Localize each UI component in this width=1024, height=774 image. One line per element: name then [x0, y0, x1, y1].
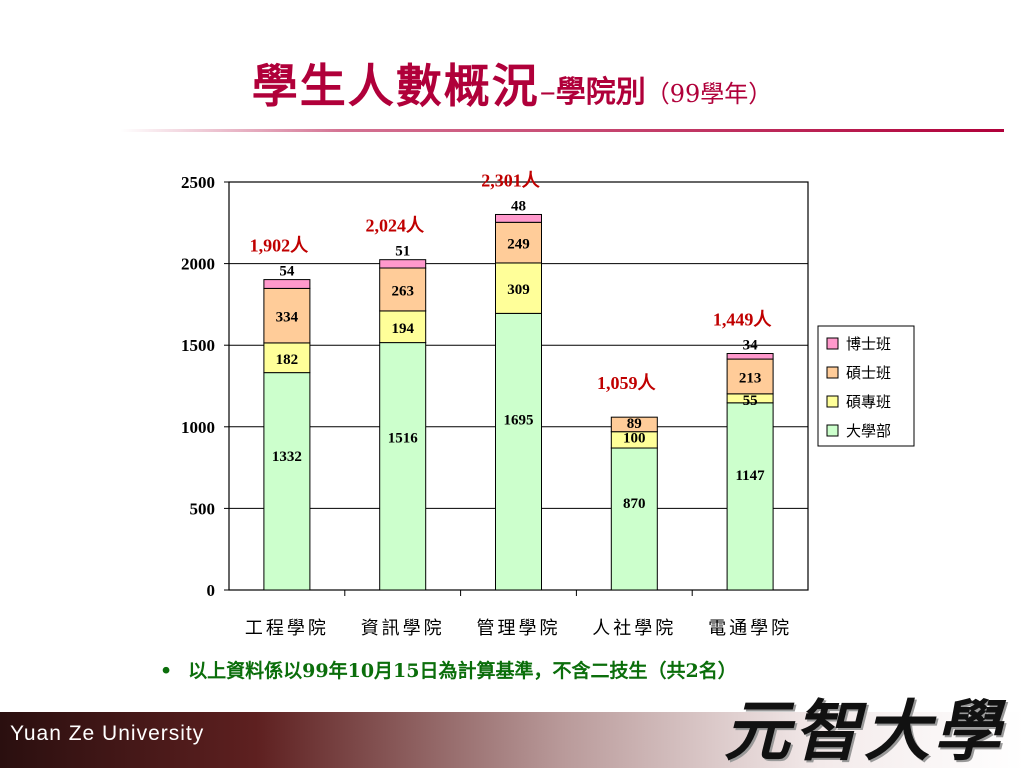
data-label: 249 — [507, 237, 530, 253]
data-label: 34 — [743, 338, 759, 354]
title-divider — [120, 129, 1004, 132]
data-label: 194 — [391, 321, 414, 337]
y-tick-label: 0 — [207, 581, 216, 600]
page-title: 學生人數概況–學院別（99學年） — [0, 50, 1024, 116]
title-dash: – — [539, 72, 556, 110]
stacked-bar-chart: 0 500 1000 1500 2000 2500 1332 182 334 54 1,902人工程… — [181, 170, 915, 638]
bar-segment — [726, 358, 774, 395]
total-label: 1,059人 — [597, 373, 657, 393]
legend-swatch — [826, 395, 839, 408]
university-name: Yuan Ze University — [10, 722, 205, 745]
data-label: 100 — [623, 431, 646, 447]
data-label: 55 — [743, 393, 758, 409]
data-label: 1516 — [388, 431, 419, 447]
bar-segment — [726, 402, 774, 591]
footnote: • 以上資料係以99年10月15日為計算基準，不含二技生（共2名） — [160, 656, 737, 683]
data-label: 263 — [391, 283, 414, 299]
legend-label: 碩專班 — [846, 394, 891, 411]
legend-label: 博士班 — [846, 336, 891, 353]
x-tick-label: 工程學院 — [245, 618, 329, 638]
data-label: 89 — [627, 416, 642, 432]
legend-swatch — [826, 337, 839, 350]
bar-segment — [379, 342, 427, 591]
y-tick-label: 2000 — [181, 255, 215, 274]
bar-segment — [263, 342, 311, 374]
legend-label: 大學部 — [846, 422, 891, 440]
university-logo: 元智大學 — [724, 692, 1004, 770]
data-label: 334 — [276, 310, 299, 326]
bar-segment — [726, 353, 774, 360]
bar-segment — [379, 259, 427, 269]
bullet-icon: • — [160, 660, 173, 682]
y-tick-label: 2500 — [181, 173, 215, 192]
bar-segment — [610, 416, 658, 433]
data-label: 182 — [276, 352, 299, 368]
legend-swatch — [826, 424, 839, 437]
data-label: 213 — [739, 370, 762, 386]
data-label: 870 — [623, 496, 646, 512]
bar-segment — [263, 287, 311, 344]
data-label: 1695 — [504, 412, 534, 428]
total-label: 2,024人 — [365, 216, 425, 236]
x-tick-label: 管理學院 — [477, 618, 561, 638]
y-tick-label: 1000 — [181, 418, 215, 437]
bar-segment — [263, 279, 311, 289]
title-sub: 學院別 — [555, 75, 646, 110]
title-main: 學生人數概況 — [251, 59, 540, 113]
y-tick-label: 1500 — [181, 336, 215, 355]
x-tick-label: 資訊學院 — [361, 618, 445, 638]
footnote-text: 以上資料係以99年10月15日為計算基準，不含二技生（共2名） — [188, 660, 737, 682]
total-label: 1,902人 — [250, 236, 310, 256]
footer-banner: Yuan Ze University 元智大學 — [0, 692, 1024, 770]
bar-segment — [495, 221, 542, 264]
total-label: 2,301人 — [481, 170, 541, 190]
bar-segment — [263, 372, 311, 591]
data-label: 54 — [279, 264, 295, 280]
bar-segment — [379, 310, 427, 344]
x-tick-label: 人社學院 — [592, 618, 676, 638]
data-label: 48 — [511, 198, 526, 214]
bar-segment — [495, 312, 542, 591]
legend-label: 碩士班 — [846, 365, 891, 382]
bar-segment — [610, 447, 658, 591]
total-label: 1,449人 — [713, 310, 773, 330]
x-tick-label: 電通學院 — [708, 618, 792, 638]
data-label: 1332 — [272, 449, 302, 465]
data-label: 1147 — [736, 468, 766, 484]
data-label: 309 — [507, 282, 530, 298]
data-label: 51 — [395, 244, 410, 260]
y-tick-label: 500 — [190, 499, 216, 518]
bar-segment — [495, 213, 542, 223]
bar-segment — [379, 267, 427, 312]
legend-swatch — [826, 366, 839, 379]
title-year: （99學年） — [645, 80, 773, 108]
